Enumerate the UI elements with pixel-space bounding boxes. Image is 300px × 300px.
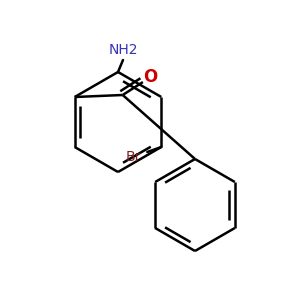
Text: NH2: NH2: [108, 43, 138, 57]
Text: O: O: [144, 68, 158, 86]
Text: Br: Br: [126, 150, 141, 164]
